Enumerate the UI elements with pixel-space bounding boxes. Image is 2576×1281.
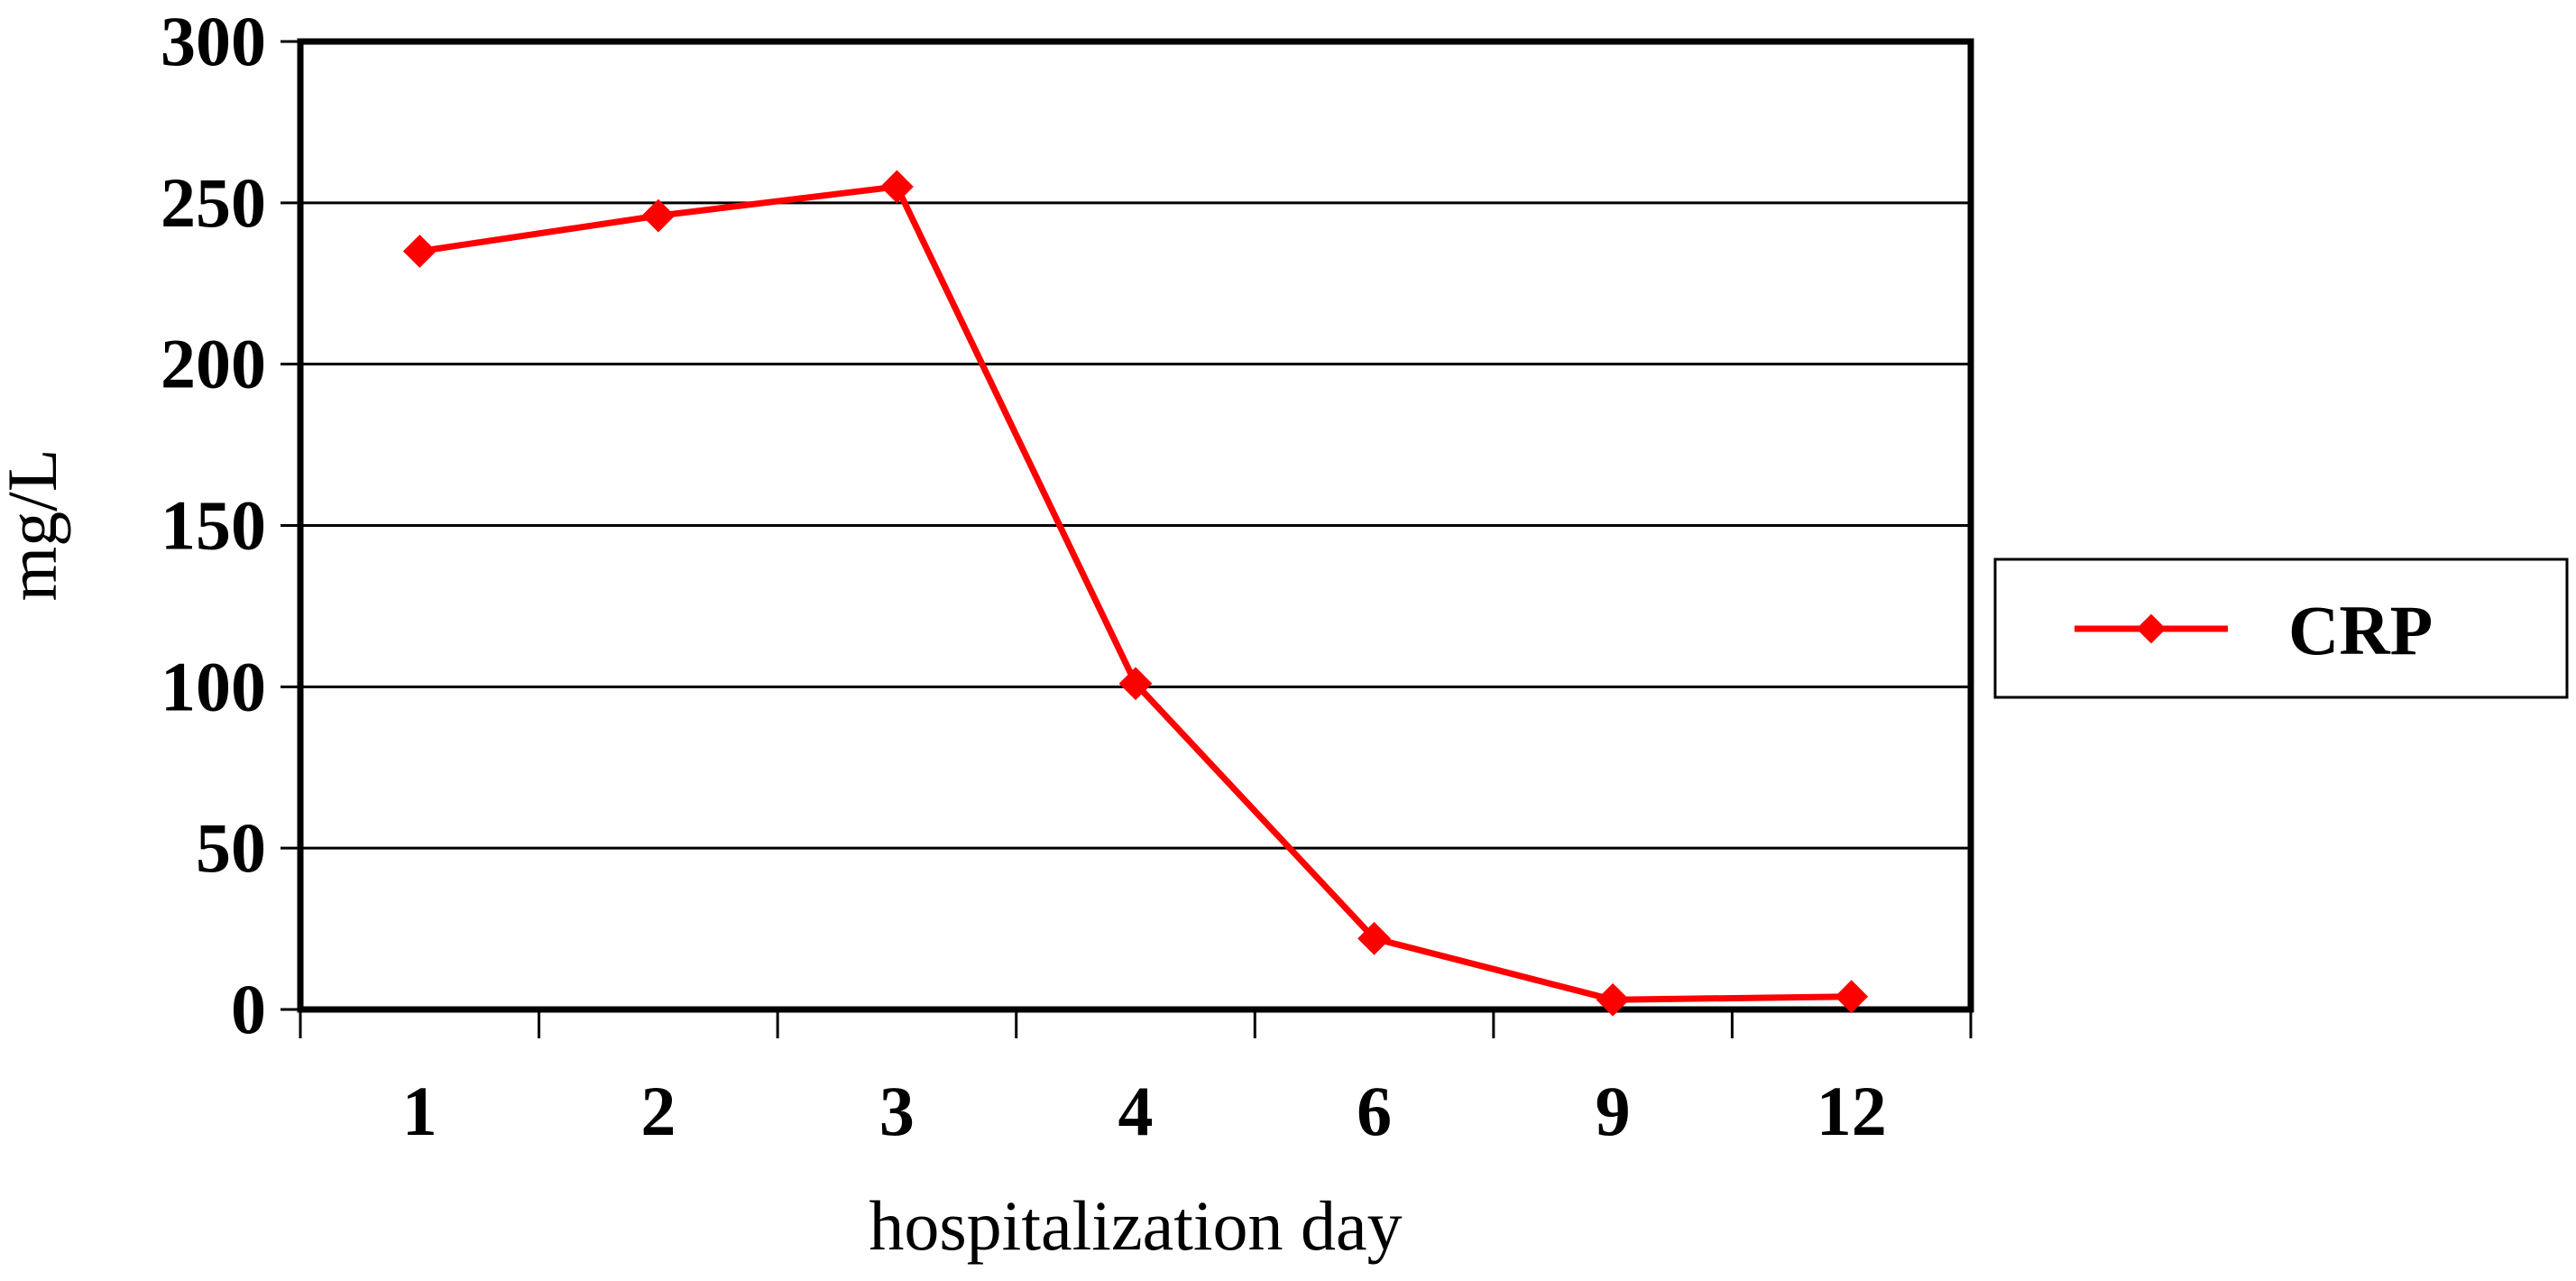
x-tick-label: 2	[640, 1072, 676, 1150]
series-crp	[402, 170, 1869, 1017]
x-tick-label: 4	[1118, 1072, 1154, 1150]
y-tick-label: 250	[161, 163, 266, 242]
data-point	[1357, 921, 1391, 955]
legend-label-crp: CRP	[2288, 591, 2433, 669]
y-tick-label: 100	[161, 647, 266, 725]
data-point	[1596, 982, 1630, 1017]
x-tick-label: 12	[1817, 1072, 1887, 1150]
series-line-crp	[419, 183, 1852, 1003]
x-tick-label: 3	[879, 1072, 915, 1150]
y-tick-label: 200	[161, 325, 266, 403]
legend-marker-crp	[2136, 613, 2167, 644]
data-point	[641, 198, 676, 233]
x-axis: 1 2 3 4 6 9 12	[299, 1009, 1973, 1150]
y-axis-title: mg/L	[0, 449, 71, 602]
y-axis: 0 50 100 150 200 250 300	[161, 2, 300, 1048]
y-tick-label: 300	[161, 2, 266, 80]
data-point	[402, 235, 437, 268]
data-point	[880, 170, 914, 204]
y-tick-label: 50	[196, 808, 266, 887]
data-point	[1118, 667, 1153, 701]
data-point	[1835, 980, 1869, 1014]
gridlines	[300, 201, 1971, 850]
x-axis-title: hospitalization day	[869, 1186, 1402, 1265]
x-tick-label: 9	[1596, 1072, 1631, 1150]
x-tick-label: 6	[1357, 1072, 1392, 1150]
y-tick-label: 0	[231, 970, 266, 1048]
y-tick-label: 150	[161, 486, 266, 565]
legend: CRP	[1993, 558, 2569, 699]
x-tick-label: 1	[402, 1072, 437, 1150]
